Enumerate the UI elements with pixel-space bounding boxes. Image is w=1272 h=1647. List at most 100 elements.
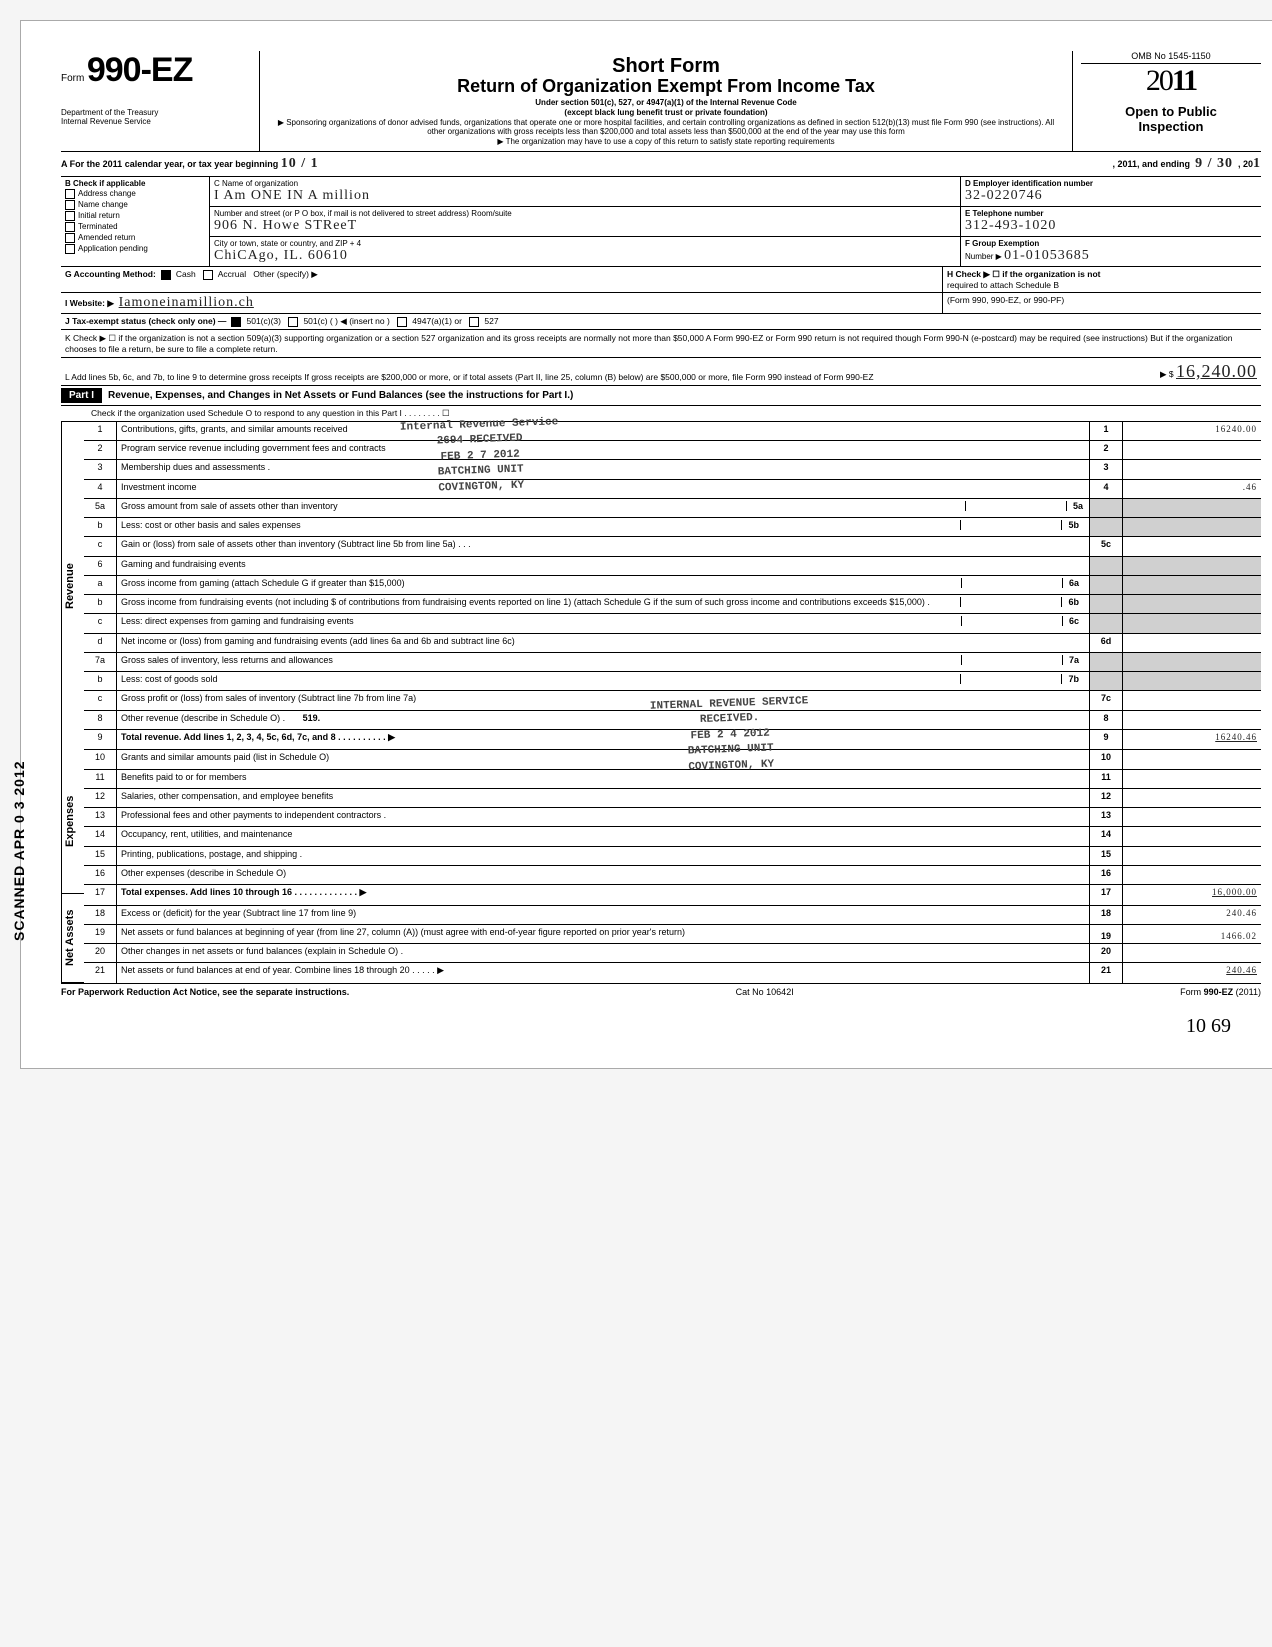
- row-l: L Add lines 5b, 6c, and 7b, to line 9 to…: [61, 358, 1261, 386]
- header-mid: Short Form Return of Organization Exempt…: [260, 51, 1073, 151]
- line-13: 13Professional fees and other payments t…: [84, 808, 1261, 827]
- cell-addr: Number and street (or P O box, if mail i…: [210, 207, 960, 237]
- scanned-date-stamp: SCANNED APR 0 3 2012: [11, 760, 27, 941]
- form-page: SCANNED APR 0 3 2012 Form 990-EZ Departm…: [20, 20, 1272, 1069]
- grp-num: 01-01053685: [1004, 248, 1090, 263]
- part1-title: Revenue, Expenses, and Changes in Net As…: [108, 390, 573, 401]
- h3-text: (Form 990, 990-EZ, or 990-PF): [942, 293, 1261, 313]
- col-b-checks: B Check if applicable Address change Nam…: [61, 177, 210, 266]
- row-k: K Check ▶ ☐ if the organization is not a…: [61, 330, 1261, 358]
- line-3: 3Membership dues and assessments .3: [84, 460, 1261, 479]
- col-b-title: B Check if applicable: [65, 179, 145, 188]
- line-19: 19Net assets or fund balances at beginni…: [84, 924, 1261, 943]
- ein: 32-0220746: [965, 188, 1043, 203]
- line-21: 21Net assets or fund balances at end of …: [84, 963, 1261, 983]
- line-a-yr: , 20: [1238, 159, 1253, 169]
- chk-4947: [397, 317, 407, 327]
- tel: 312-493-1020: [965, 218, 1056, 233]
- part1-sub: Check if the organization used Schedule …: [61, 406, 1261, 422]
- tax-year: 2011: [1081, 64, 1261, 98]
- col-c-org: C Name of organization I Am ONE IN A mil…: [210, 177, 960, 266]
- subtitle-1: Under section 501(c), 527, or 4947(a)(1)…: [270, 98, 1062, 107]
- line-6b: bGross income from fundraising events (n…: [84, 595, 1261, 614]
- line-6a: aGross income from gaming (attach Schedu…: [84, 575, 1261, 594]
- cell-tel: E Telephone number 312-493-1020: [961, 207, 1261, 237]
- col-d-ids: D Employer identification number 32-0220…: [960, 177, 1261, 266]
- chk-term: Terminated: [65, 222, 205, 232]
- main-grid: Internal Revenue Service 2694 RECEIVED F…: [61, 422, 1261, 984]
- side-labels: Revenue Expenses Net Assets: [61, 422, 84, 983]
- line-12: 12Salaries, other compensation, and empl…: [84, 788, 1261, 807]
- subtitle-1b: (except black lung benefit trust or priv…: [270, 108, 1062, 117]
- side-net: Net Assets: [61, 894, 84, 983]
- org-addr: 906 N. Howe STReeT: [214, 218, 357, 233]
- line-4: 4Investment income4.46: [84, 479, 1261, 498]
- row-l-arrow: ▶ $: [1160, 369, 1174, 379]
- short-form-title: Short Form: [270, 55, 1062, 78]
- return-title: Return of Organization Exempt From Incom…: [270, 76, 1062, 97]
- line-a-text: A For the 2011 calendar year, or tax yea…: [61, 159, 278, 169]
- line-20: 20Other changes in net assets or fund ba…: [84, 944, 1261, 963]
- open-public-1: Open to Public: [1081, 104, 1261, 119]
- line-18: 18Excess or (deficit) for the year (Subt…: [84, 905, 1261, 924]
- part1-badge: Part I: [61, 388, 102, 403]
- chk-amend: Amended return: [65, 233, 205, 243]
- lbl-grp-num: Number ▶: [965, 252, 1002, 261]
- line-14: 14Occupancy, rent, utilities, and mainte…: [84, 827, 1261, 846]
- chk-name: Name change: [65, 200, 205, 210]
- lbl-tel: E Telephone number: [965, 209, 1044, 218]
- dept-treasury: Department of the Treasury: [61, 108, 251, 117]
- header-right: OMB No 1545-1150 2011 Open to Public Ins…: [1073, 51, 1261, 151]
- page-note: 10 69: [61, 1015, 1231, 1038]
- header-left: Form 990-EZ Department of the Treasury I…: [61, 51, 260, 151]
- form-footer: For Paperwork Reduction Act Notice, see …: [61, 984, 1261, 997]
- line-1: 1Contributions, gifts, grants, and simil…: [84, 422, 1261, 441]
- line-17: 17Total expenses. Add lines 10 through 1…: [84, 885, 1261, 906]
- subtitle-2: ▶ Sponsoring organizations of donor advi…: [270, 118, 1062, 136]
- lbl-city: City or town, state or country, and ZIP …: [214, 239, 361, 248]
- line-6c: cLess: direct expenses from gaming and f…: [84, 614, 1261, 633]
- subtitle-3: ▶ The organization may have to use a cop…: [270, 137, 1062, 146]
- irs-stamp-1: Internal Revenue Service 2694 RECEIVED F…: [400, 415, 561, 497]
- cell-org-name: C Name of organization I Am ONE IN A mil…: [210, 177, 960, 207]
- footer-left: For Paperwork Reduction Act Notice, see …: [61, 987, 349, 997]
- chk-init: Initial return: [65, 211, 205, 221]
- footer-right: Form 990-EZ (2011): [1180, 987, 1261, 997]
- form-header: Form 990-EZ Department of the Treasury I…: [61, 51, 1261, 152]
- row-g: G Accounting Method: Cash Accrual Other …: [61, 267, 1261, 293]
- line-6: 6Gaming and fundraising events: [84, 556, 1261, 575]
- line-2: 2Program service revenue including gover…: [84, 441, 1261, 460]
- line-a: A For the 2011 calendar year, or tax yea…: [61, 152, 1261, 177]
- cell-grp: F Group Exemption Number ▶ 01-01053685: [961, 237, 1261, 266]
- block-bcd: B Check if applicable Address change Nam…: [61, 177, 1261, 267]
- cell-city: City or town, state or country, and ZIP …: [210, 237, 960, 266]
- row-l-amt: 16,240.00: [1176, 361, 1257, 381]
- line-7a: 7aGross sales of inventory, less returns…: [84, 652, 1261, 671]
- line-6d: dNet income or (loss) from gaming and fu…: [84, 633, 1261, 652]
- side-revenue: Revenue: [61, 422, 84, 750]
- lbl-addr: Number and street (or P O box, if mail i…: [214, 209, 512, 218]
- lbl-org-name: C Name of organization: [214, 179, 298, 188]
- dept-irs: Internal Revenue Service: [61, 117, 251, 126]
- row-i: I Website: ▶ Iamoneinamillion.ch (Form 9…: [61, 293, 1261, 314]
- open-public-2: Inspection: [1081, 119, 1261, 134]
- line-5c: cGain or (loss) from sale of assets othe…: [84, 537, 1261, 556]
- lbl-g: G Accounting Method:: [65, 269, 156, 279]
- line-16: 16Other expenses (describe in Schedule O…: [84, 865, 1261, 884]
- lbl-grp: F Group Exemption: [965, 239, 1039, 248]
- row-l-text: L Add lines 5b, 6c, and 7b, to line 9 to…: [65, 372, 874, 382]
- omb-number: OMB No 1545-1150: [1081, 51, 1261, 64]
- line-5b: bLess: cost or other basis and sales exp…: [84, 518, 1261, 537]
- lbl-i: I Website: ▶: [65, 298, 114, 308]
- chk-accrual: [203, 270, 213, 280]
- begin-date: 10 / 1: [281, 156, 319, 172]
- lbl-h2: required to attach Schedule B: [947, 280, 1059, 290]
- line-15: 15Printing, publications, postage, and s…: [84, 846, 1261, 865]
- lbl-h: H Check ▶ ☐ if the organization is not: [947, 269, 1100, 279]
- footer-mid: Cat No 10642I: [736, 987, 794, 997]
- cell-ein: D Employer identification number 32-0220…: [961, 177, 1261, 207]
- row-j: J Tax-exempt status (check only one) — 5…: [61, 314, 1261, 330]
- chk-501c3: [231, 317, 241, 327]
- lbl-ein: D Employer identification number: [965, 179, 1093, 188]
- side-expenses: Expenses: [61, 750, 84, 894]
